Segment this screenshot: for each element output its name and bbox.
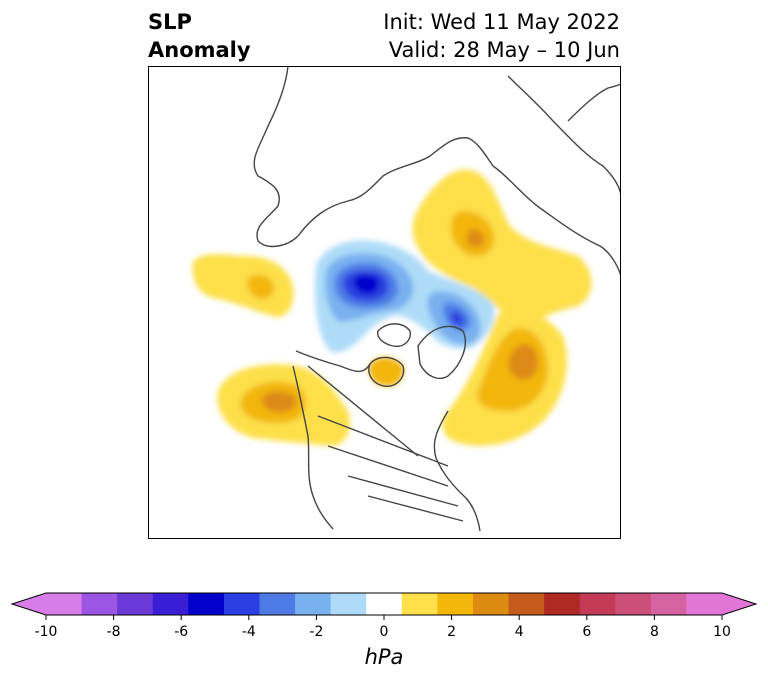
colorbar-swatch [437, 593, 474, 615]
coastline-east-north-america [433, 410, 481, 532]
colorbar-swatch [117, 593, 154, 615]
coastline-asia [492, 165, 621, 277]
coastline-west-north-america [292, 365, 334, 530]
colorbar-tick-label: -2 [309, 624, 323, 636]
border-states [317, 415, 464, 522]
map-outlines [253, 66, 621, 532]
coastline-hudson-bay [368, 356, 405, 387]
coastline-greenland [417, 325, 466, 380]
anomaly-low-arctic-peak [353, 274, 379, 294]
border-canada-us [307, 365, 419, 457]
map-title: SLP Anomaly [148, 8, 251, 64]
colorbar-ticks: -10 -8 -6 -4 -2 0 2 4 6 8 10 [35, 615, 731, 636]
anomaly-high-north-pacific [192, 254, 294, 317]
anomaly-shading [192, 169, 592, 446]
colorbar-tick-label: -8 [107, 624, 121, 636]
colorbar-extend-min [12, 593, 46, 615]
colorbar-boxes [10, 592, 758, 616]
coastline-arctic-islands [377, 323, 411, 348]
anomaly-high-hudson-bay [368, 357, 404, 387]
coastline-europe [297, 137, 494, 237]
colorbar-tick-label: -6 [174, 624, 188, 636]
colorbar-tick-label: 2 [447, 624, 456, 636]
anomaly-high-gulf-alaska-peak [262, 391, 297, 413]
colorbar-tick-label: 4 [515, 624, 524, 636]
valid-range: Valid: 28 May – 10 Jun [388, 38, 620, 62]
anomaly-high-atlantic-peak [508, 343, 538, 380]
map-panel [148, 66, 621, 539]
colorbar-swatch [295, 593, 332, 615]
colorbar-swatch [650, 593, 688, 615]
coastline-alaska [295, 350, 371, 373]
colorbar-extend-max [722, 593, 756, 615]
colorbar-swatch [579, 593, 616, 615]
anomaly-high-scandinavia [412, 169, 592, 328]
anomaly-low-siberian-peak [451, 311, 464, 326]
colorbar-tick-label: 0 [380, 624, 389, 636]
colorbar-swatch [401, 593, 438, 615]
forecast-dates: Init: Wed 11 May 2022 Valid: 28 May – 10… [383, 8, 620, 64]
colorbar-tick-label: 10 [713, 624, 731, 636]
colorbar-swatch [366, 593, 403, 615]
colorbar-tick-label: 8 [650, 624, 659, 636]
colorbar-unit: hPa [364, 645, 404, 669]
init-date: Init: Wed 11 May 2022 [383, 10, 620, 34]
colorbar-swatch [188, 593, 225, 615]
coastline-africa [253, 66, 299, 248]
anomaly-high-scandinavia-peak [467, 229, 485, 247]
colorbar-swatch [259, 593, 296, 615]
title-line-1: SLP [148, 10, 192, 34]
colorbar-swatch [508, 593, 545, 615]
colorbar-swatch [686, 593, 723, 615]
colorbar-swatch [544, 593, 581, 615]
colorbar: -10 -8 -6 -4 -2 0 2 4 6 8 10 [10, 592, 758, 636]
colorbar-swatch [223, 593, 261, 615]
colorbar-swatch [472, 593, 510, 615]
colorbar-swatch [46, 593, 83, 615]
colorbar-swatch [330, 593, 367, 615]
colorbar-swatch [615, 593, 652, 615]
colorbar-tick-label: 6 [582, 624, 591, 636]
coastline-north-asia [567, 83, 621, 122]
colorbar-tick-label: -10 [35, 624, 58, 636]
title-line-2: Anomaly [148, 38, 251, 62]
map-frame [148, 66, 621, 539]
coastline-east-asia [507, 75, 621, 197]
colorbar-tick-label: -4 [242, 624, 256, 636]
colorbar-swatch [152, 593, 189, 615]
anomaly-high-north-pacific-core [247, 274, 274, 299]
colorbar-swatch [81, 593, 118, 615]
